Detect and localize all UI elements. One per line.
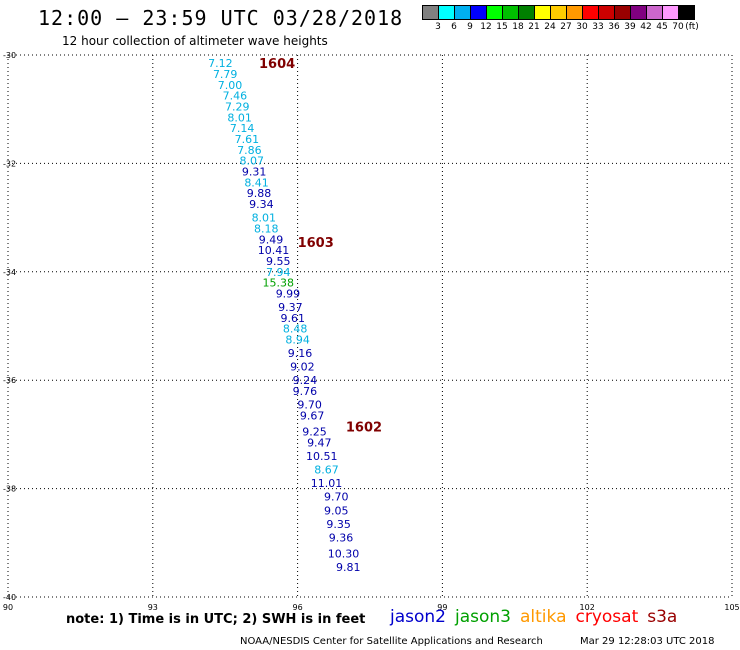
footer-note: note: 1) Time is in UTC; 2) SWH is in fe… (66, 612, 366, 627)
wave-height-point: 9.70 (297, 399, 322, 412)
legend-item-altika: altika (520, 607, 567, 627)
footer-timestamp: Mar 29 12:28:03 UTC 2018 (580, 636, 715, 647)
wave-height-point: 9.55 (266, 255, 291, 268)
pass-labels: 1604 1603 1602 (259, 57, 382, 435)
wave-height-point: 8.48 (283, 323, 308, 336)
chart-subtitle: 12 hour collection of altimeter wave hei… (62, 34, 328, 48)
color-scale-label: 33 (592, 22, 604, 32)
wave-height-point: 9.61 (281, 312, 306, 325)
legend-item-jason3: jason3 (455, 607, 511, 627)
legend-item-s3a: s3a (647, 607, 678, 627)
y-tick-label: -38 (3, 485, 16, 494)
wave-height-point: 9.81 (336, 561, 361, 574)
grid-lines (7, 54, 733, 598)
x-tick-label: 99 (437, 603, 447, 612)
wave-height-point: 9.99 (276, 287, 301, 300)
wave-height-point: 7.46 (223, 90, 248, 103)
wave-height-point: 9.37 (278, 301, 303, 314)
pass-number-label: 1602 (346, 420, 382, 435)
wave-height-point: 9.24 (293, 374, 318, 387)
color-scale-unit: (ft) (685, 22, 699, 32)
y-tick-label: -36 (3, 376, 16, 385)
legend-item-jason2: jason2 (390, 607, 446, 627)
legend-item-cryosat: cryosat (575, 607, 639, 627)
wave-height-point: 7.12 (208, 57, 233, 70)
color-scale-label: 3 (435, 22, 441, 32)
wave-height-point: 10.30 (328, 548, 360, 561)
pass-number-label: 1604 (259, 57, 295, 72)
y-tick-label: -34 (3, 268, 16, 277)
wave-height-point: 15.38 (263, 277, 295, 290)
color-scale-label: 27 (560, 22, 572, 32)
wave-height-point: 8.01 (252, 212, 277, 225)
wave-height-point: 8.41 (244, 176, 269, 189)
wave-height-point: 9.02 (290, 361, 315, 374)
wave-height-point: 9.67 (300, 409, 325, 422)
wave-height-point: 9.31 (242, 166, 267, 179)
wave-height-point: 10.41 (258, 244, 290, 257)
wave-height-point: 8.07 (239, 155, 264, 168)
color-scale-label: 15 (496, 22, 508, 32)
wave-height-point: 7.14 (230, 122, 255, 135)
data-points: 7.127.797.007.467.298.017.147.617.868.07… (208, 57, 360, 574)
color-scale-label: 39 (624, 22, 636, 32)
wave-height-point: 7.00 (218, 79, 243, 92)
x-tick-label: 90 (3, 603, 13, 612)
wave-height-point: 9.76 (293, 385, 318, 398)
color-scale-label: 70 (672, 22, 684, 32)
x-tick-label: 93 (148, 603, 158, 612)
wave-height-point: 8.94 (285, 334, 310, 347)
x-axis-ticks: 90 93 96 99 102 105 (3, 603, 740, 612)
wave-height-point: 11.01 (311, 477, 343, 490)
wave-height-point: 8.01 (227, 111, 252, 124)
color-scale-label: 18 (512, 22, 524, 32)
wave-height-point: 8.67 (314, 464, 339, 477)
wave-height-point: 7.61 (235, 133, 260, 146)
pass-number-label: 1603 (298, 236, 334, 251)
color-scale-label: 36 (608, 22, 620, 32)
wave-height-point: 9.25 (302, 426, 327, 439)
wave-height-point: 9.88 (247, 187, 272, 200)
wave-height-point: 7.29 (225, 100, 250, 113)
color-scale-label: 12 (480, 22, 492, 32)
wave-height-point: 9.16 (288, 347, 313, 360)
wave-height-point: 7.94 (266, 266, 291, 279)
color-scale-bar (422, 5, 695, 20)
x-tick-label: 105 (724, 603, 739, 612)
footer-credit: NOAA/NESDIS Center for Satellite Applica… (240, 636, 543, 647)
wave-height-point: 10.51 (306, 450, 338, 463)
wave-height-point: 8.18 (254, 222, 279, 235)
wave-height-point: 9.05 (324, 504, 349, 517)
x-tick-label: 102 (580, 603, 595, 612)
color-scale-label: 21 (528, 22, 540, 32)
y-tick-label: -32 (3, 159, 16, 168)
color-scale-label: 9 (467, 22, 473, 32)
wave-height-point: 7.79 (213, 68, 238, 81)
color-scale-label: 24 (544, 22, 556, 32)
chart-title: 12:00 – 23:59 UTC 03/28/2018 (38, 6, 404, 30)
color-scale-label: 30 (576, 22, 588, 32)
color-scale-label: 42 (640, 22, 652, 32)
wave-height-point: 9.70 (324, 491, 349, 504)
wave-height-point: 9.47 (307, 437, 332, 450)
color-scale-label: 6 (451, 22, 457, 32)
y-axis-ticks: -30 -32 -34 -36 -38 -40 (3, 51, 16, 602)
wave-height-point: 9.36 (329, 531, 354, 544)
wave-height-point: 9.49 (259, 233, 284, 246)
y-tick-label: -40 (3, 593, 16, 602)
color-scale-labels: 3 6 9 12 15 18 21 24 27 30 33 36 39 42 45 70 (ft) (422, 22, 740, 34)
wave-height-point: 9.34 (249, 198, 274, 211)
wave-height-point: 9.35 (326, 518, 351, 531)
color-scale-label: 45 (656, 22, 668, 32)
satellite-legend: jason2 jason3 altika cryosat s3a (390, 607, 686, 627)
y-tick-label: -30 (3, 51, 16, 60)
wave-height-point: 7.86 (237, 144, 262, 157)
color-scale-cell (678, 5, 695, 20)
x-tick-label: 96 (293, 603, 303, 612)
